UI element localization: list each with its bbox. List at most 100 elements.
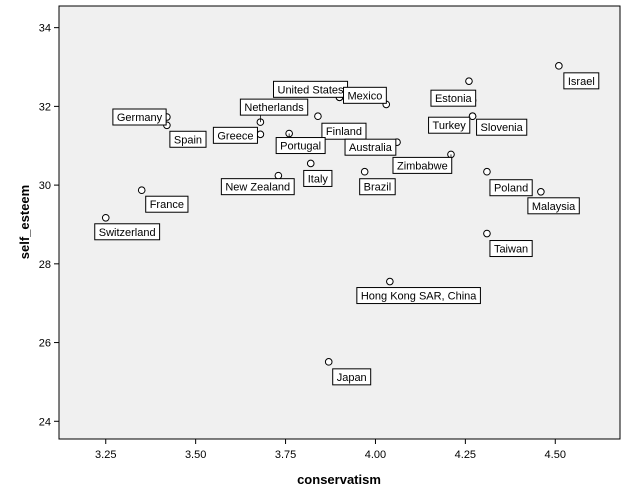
point-label-box	[392, 156, 453, 174]
point-label-text: Poland	[494, 183, 528, 195]
point-label-text: Spain	[174, 134, 202, 146]
point-label-box	[527, 197, 580, 215]
point-label-text: Israel	[568, 76, 595, 88]
point-label: Turkey	[428, 116, 471, 134]
point-label-box	[332, 368, 372, 386]
data-point	[274, 171, 283, 180]
data-point	[314, 112, 322, 121]
data-point	[483, 167, 491, 176]
point-label: France	[145, 195, 189, 213]
point-label: Japan	[332, 368, 372, 386]
y-tick-label: 26	[39, 338, 51, 350]
point-labels: Israel Estonia Turkey Slovenia United States…	[94, 72, 600, 386]
data-point	[101, 213, 110, 222]
point-label-box	[563, 72, 600, 90]
point-label-box	[428, 116, 471, 134]
point-label: Australia	[344, 138, 397, 156]
point-label-box	[344, 138, 397, 156]
point-label-text: New Zealand	[225, 182, 290, 194]
point-label-box	[359, 178, 396, 196]
point-label: Spain	[169, 130, 207, 148]
point-label-text: Finland	[326, 126, 362, 138]
y-tick-label: 30	[39, 180, 51, 192]
x-tick-label: 4.25	[455, 449, 476, 461]
point-label: Greece	[212, 126, 258, 144]
point-label: United States	[273, 80, 349, 98]
point-label-box	[112, 108, 167, 126]
point-label: Poland	[489, 179, 533, 197]
point-label: Slovenia	[476, 118, 528, 136]
point-label-box	[489, 179, 533, 197]
point-label-text: Switzerland	[99, 227, 156, 239]
x-tick-label: 3.75	[275, 449, 296, 461]
data-point	[324, 358, 333, 366]
data-point	[256, 130, 265, 139]
y-axis-title: self_esteem	[17, 185, 32, 259]
data-point	[537, 187, 545, 196]
point-label: Israel	[563, 72, 600, 90]
x-tick-label: 4.00	[365, 449, 386, 461]
point-label-box	[239, 98, 309, 116]
data-point	[465, 77, 473, 85]
point-label-box	[489, 240, 533, 258]
y-tick-label: 24	[39, 416, 51, 428]
x-axis-ticks: 3.25 3.50 3.75 4.00 4.25 4.50	[95, 439, 566, 461]
point-label: Netherlands	[239, 98, 309, 123]
data-point	[306, 159, 315, 168]
point-label-box	[430, 89, 477, 107]
point-label: Portugal	[275, 133, 326, 155]
point-label-box	[94, 223, 161, 241]
point-label-text: Greece	[217, 130, 253, 142]
point-label-text: Portugal	[280, 141, 321, 153]
point-label: Switzerland	[94, 223, 161, 241]
point-label-text: Japan	[337, 372, 367, 384]
y-tick-label: 28	[39, 259, 51, 271]
point-label-text: Slovenia	[481, 122, 524, 134]
point-label-box	[212, 126, 258, 144]
point-label-box	[275, 137, 326, 155]
y-tick-label: 32	[39, 101, 51, 113]
point-label-box	[343, 86, 387, 104]
point-label: New Zealand	[220, 178, 295, 196]
point-label-text: Brazil	[364, 182, 392, 194]
point-label-text: Malaysia	[532, 201, 576, 213]
point-label-text: France	[150, 199, 184, 211]
data-point	[360, 167, 369, 176]
point-label: Malaysia	[527, 197, 580, 215]
point-label-text: Turkey	[433, 120, 467, 132]
point-label: Finland	[321, 122, 367, 140]
point-label-text: Hong Kong SAR, China	[361, 291, 477, 303]
point-label: Hong Kong SAR, China	[356, 287, 481, 305]
point-label-text: Italy	[308, 173, 329, 185]
point-label-text: Zimbabwe	[397, 160, 448, 172]
y-axis-ticks: 24 26 28 30 32 34	[39, 23, 59, 428]
point-label-box	[476, 118, 528, 136]
point-label-text: Taiwan	[494, 244, 528, 256]
y-tick-label: 34	[39, 23, 51, 35]
point-label-text: Australia	[349, 142, 393, 154]
plot-area	[58, 5, 621, 440]
point-label: Estonia	[430, 89, 477, 107]
x-axis-title: conservatism	[297, 472, 381, 487]
point-label-box	[169, 130, 207, 148]
point-label-text: United States	[278, 84, 345, 96]
point-label-text: Mexico	[348, 90, 383, 102]
x-tick-label: 3.50	[185, 449, 206, 461]
data-point	[483, 229, 491, 238]
point-label: Brazil	[359, 178, 396, 196]
point-label: Italy	[303, 169, 333, 187]
point-label: Taiwan	[489, 240, 533, 258]
point-label-box	[145, 195, 189, 213]
point-label-box	[303, 169, 333, 187]
data-point	[386, 277, 394, 286]
data-point	[468, 112, 477, 121]
point-label-text: Netherlands	[244, 102, 304, 114]
x-tick-label: 3.25	[95, 449, 116, 461]
point-label-box	[220, 178, 295, 196]
point-label-text: Germany	[117, 112, 163, 124]
data-point	[555, 62, 563, 70]
point-label-box	[321, 122, 367, 140]
point-label: Germany	[112, 108, 167, 126]
data-point	[137, 186, 146, 195]
